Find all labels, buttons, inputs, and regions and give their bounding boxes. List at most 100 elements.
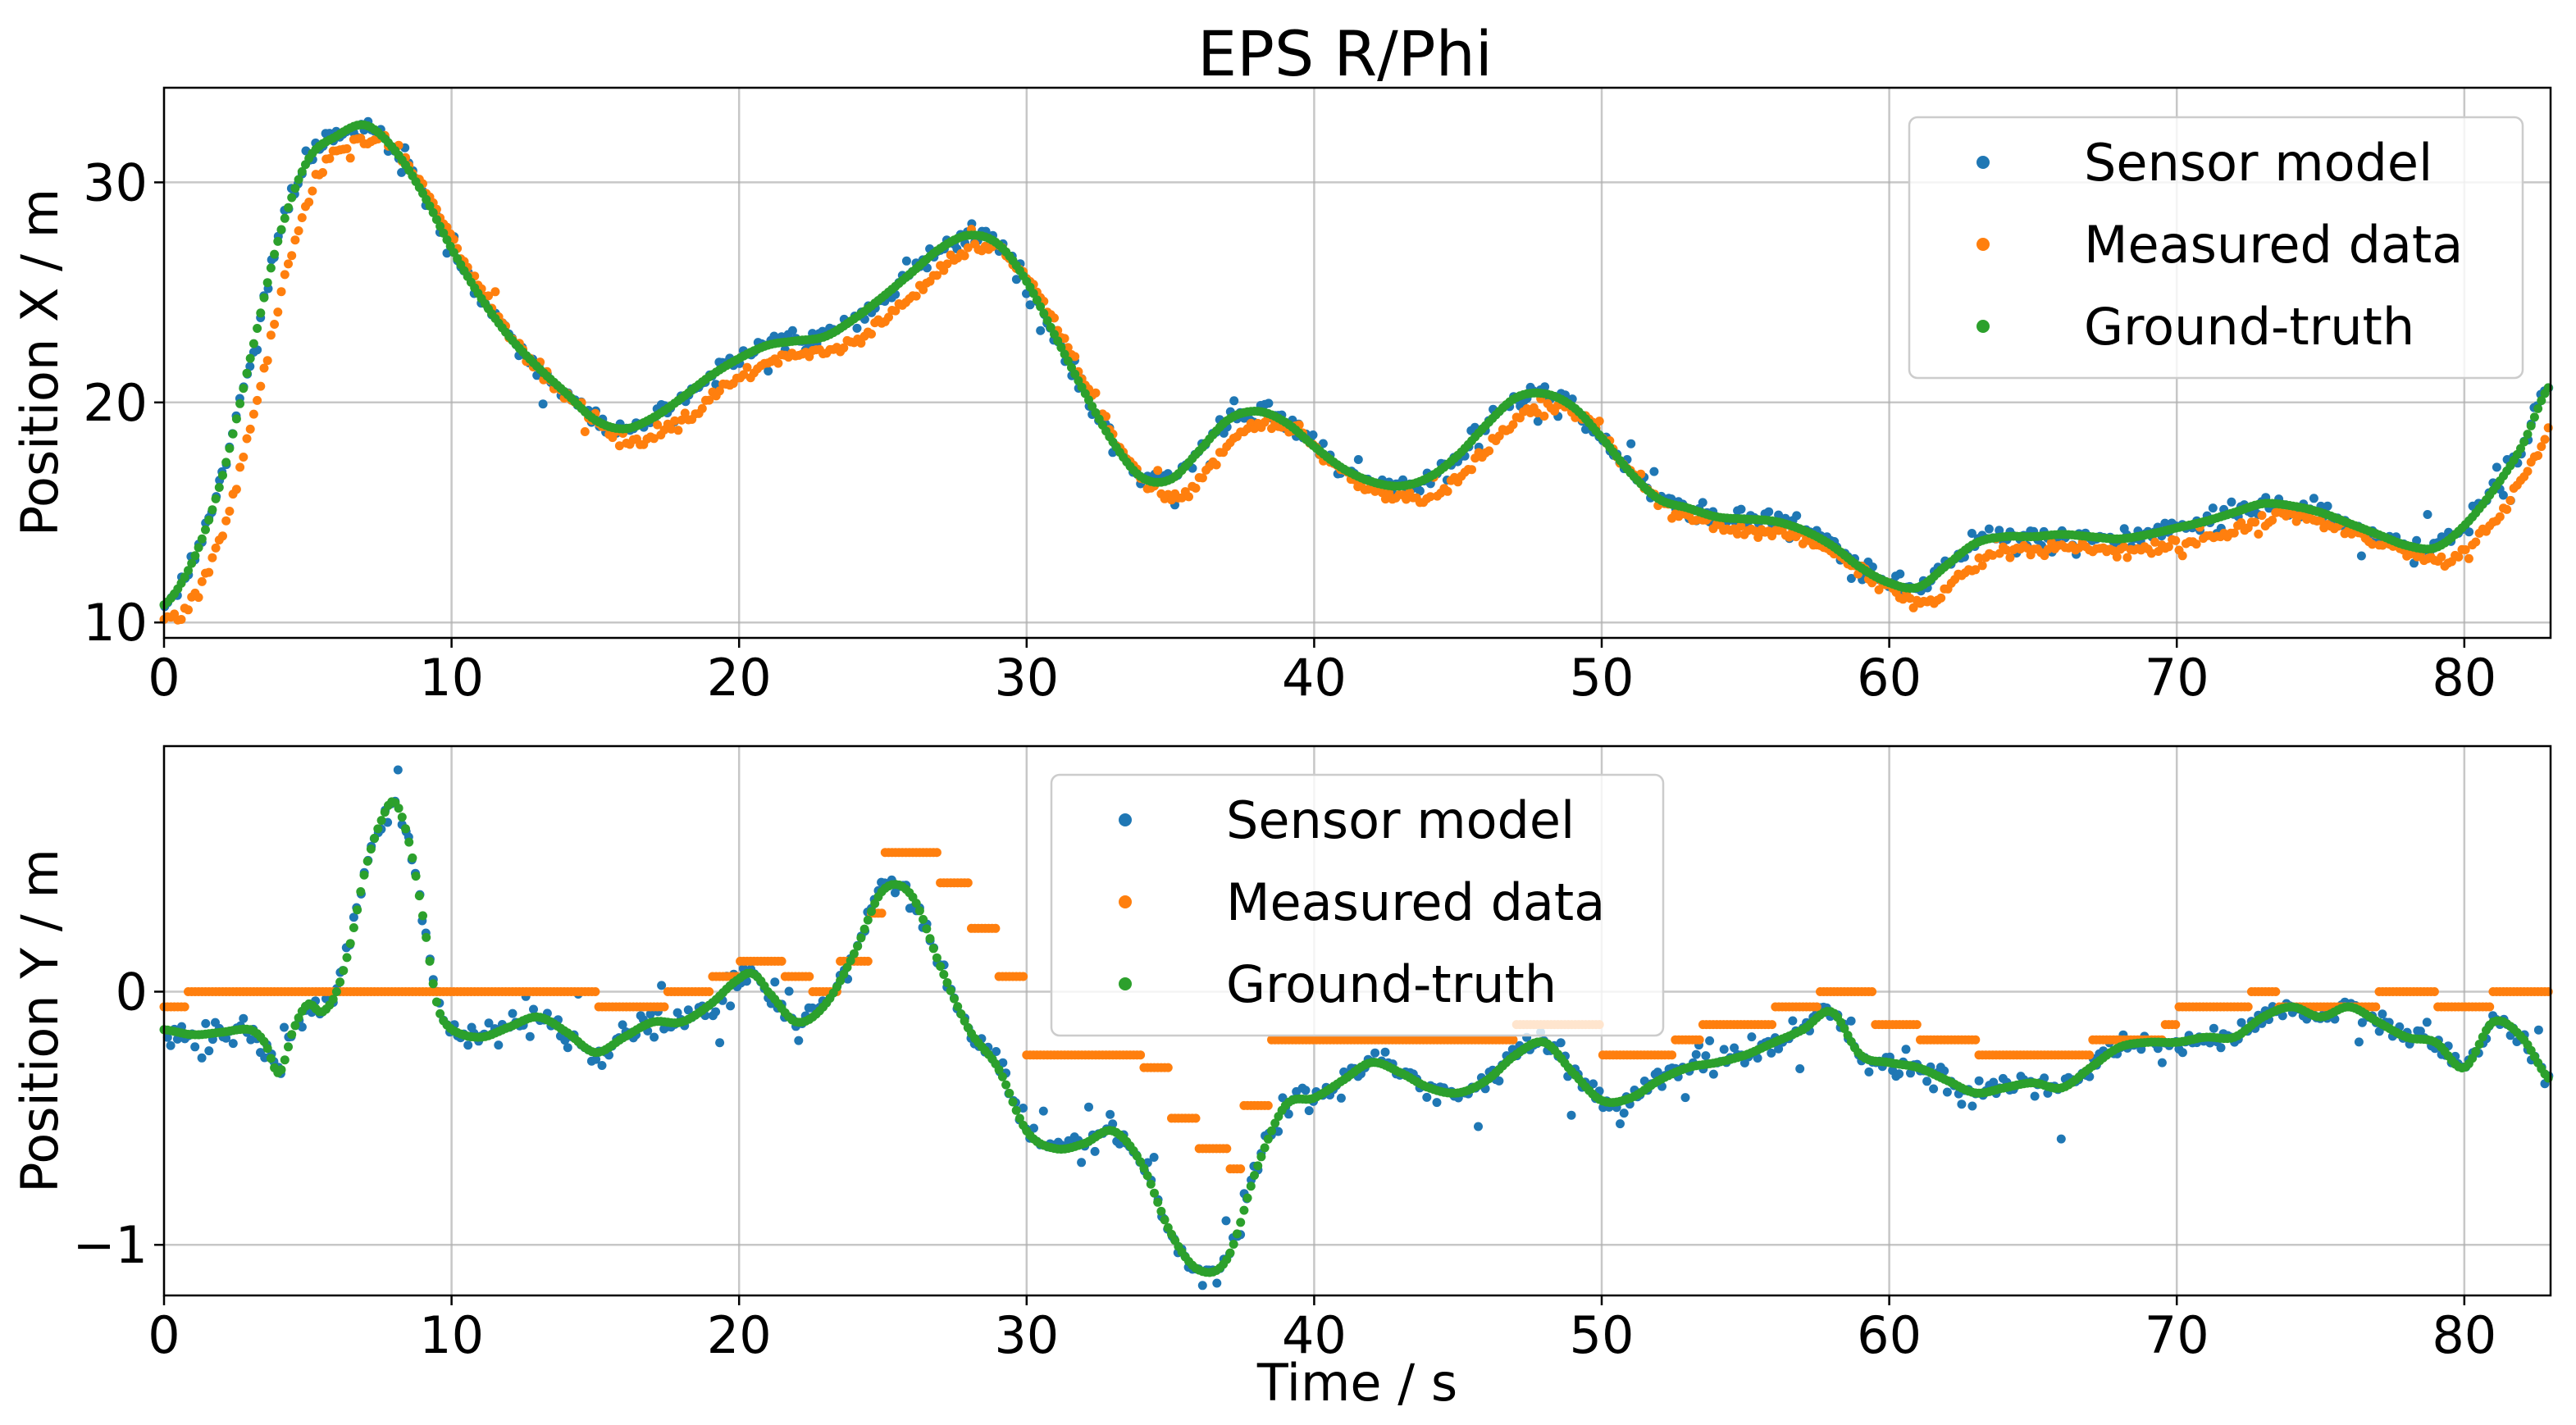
measured-data-point [777, 956, 786, 966]
ground-truth-point [2529, 412, 2539, 422]
ground-truth-point [328, 995, 338, 1004]
measured-data-point [773, 358, 783, 368]
measured-data-point [262, 356, 272, 366]
ground-truth-point [842, 963, 852, 972]
measured-data-point [2177, 551, 2187, 561]
sensor-model-point [1680, 1093, 1690, 1103]
measured-data-point [248, 409, 258, 419]
measured-data-point [1467, 465, 1476, 475]
measured-data-point [1936, 593, 1946, 603]
measured-data-point [863, 956, 873, 966]
axes-frame-x [162, 86, 2552, 640]
sensor-model-point [1736, 504, 1746, 514]
sensor-model-point [197, 1053, 207, 1063]
ground-truth-point [1063, 356, 1073, 366]
ground-truth-point [1053, 336, 1063, 346]
measured-data-point [1908, 603, 1918, 612]
sensor-model-point [1940, 1066, 1949, 1076]
ground-truth-point [1239, 1205, 1249, 1215]
measured-data-point [2454, 552, 2464, 562]
sensor-model-point [1090, 1146, 1100, 1156]
ground-truth-point [914, 906, 924, 916]
legend-marker-measured-data [1976, 238, 1990, 251]
measured-data-point [245, 424, 255, 434]
ground-truth-point [266, 263, 276, 273]
sensor-model-point [1753, 1054, 1762, 1063]
sensor-model-point [770, 977, 780, 987]
ground-truth-point [2468, 1054, 2478, 1063]
ground-truth-point [221, 458, 231, 467]
ground-truth-point [276, 225, 286, 234]
sensor-model-point [1474, 1122, 1483, 1131]
measured-data-point [225, 507, 235, 516]
legend-label-measured-data: Measured data [1226, 872, 1605, 932]
measured-data-point [1060, 334, 1069, 344]
y-tick-label: 20 [83, 373, 148, 433]
legend-marker-ground-truth [1119, 977, 1132, 990]
measured-data-point [739, 370, 749, 380]
x-tick-label: 60 [1857, 648, 1922, 708]
measured-data-point [1101, 412, 1111, 421]
sensor-model-point [297, 1022, 307, 1032]
ground-truth-point [1236, 1218, 1246, 1227]
ground-truth-point [231, 414, 241, 424]
sensor-model-point [245, 362, 255, 371]
measured-data-point [867, 329, 876, 339]
measured-data-point [1977, 561, 1987, 571]
sensor-model-point [563, 1043, 572, 1053]
x-tick-label: 0 [148, 1305, 180, 1365]
ground-truth-point [1156, 1206, 1166, 1216]
measured-data-point [653, 420, 663, 430]
x-tick-label: 40 [1282, 1305, 1347, 1365]
sensor-model-point [784, 986, 794, 996]
ground-truth-point [1056, 343, 1066, 353]
ground-truth-point [280, 213, 290, 223]
measured-data-point [2316, 516, 2325, 526]
ground-truth-point [207, 505, 217, 515]
sensor-model-point [1336, 1093, 1346, 1103]
sensor-model-point [2160, 518, 2170, 528]
measured-data-point [290, 235, 300, 245]
measured-data-point [2043, 544, 2053, 554]
measured-data-point [680, 408, 690, 418]
ground-truth-point [2523, 430, 2533, 439]
ground-truth-point [870, 899, 880, 908]
ground-truth-point [939, 970, 949, 979]
ground-truth-point [425, 956, 435, 966]
sensor-model-point [2422, 1018, 2432, 1027]
measured-data-point [1988, 550, 1998, 560]
x-tick-label: 70 [2145, 1305, 2209, 1365]
ground-truth-point [1163, 1222, 1173, 1232]
measured-data-point [1736, 521, 1746, 531]
sensor-model-point [204, 1046, 214, 1056]
y-axis-label-x: Position X / m [10, 189, 70, 536]
x-tick-label: 50 [1570, 1305, 1635, 1365]
sensor-model-point [1906, 1068, 1915, 1078]
sensor-model-point [2323, 501, 2332, 511]
ground-truth-point [211, 494, 221, 503]
sensor-model-point [1019, 1104, 1028, 1113]
y-tick-label: 30 [83, 153, 148, 212]
measured-data-point [839, 343, 849, 353]
ground-truth-point [849, 949, 859, 958]
measured-data-point [2243, 1002, 2253, 1012]
measured-data-point [2022, 544, 2032, 553]
ground-truth-point [339, 966, 349, 976]
sensor-model-point [1422, 1092, 1432, 1102]
measured-data-point [2002, 545, 2012, 555]
sensor-model-point [1011, 275, 1021, 285]
ground-truth-point [349, 923, 358, 932]
measured-data-point [942, 259, 952, 269]
ground-truth-point [262, 278, 272, 288]
measured-data-point [919, 285, 928, 294]
ground-truth-point [928, 944, 938, 954]
measured-data-point [1867, 987, 1877, 996]
sensor-model-point [764, 366, 773, 376]
measured-data-point [345, 153, 355, 163]
measured-data-point [294, 226, 303, 235]
measured-data-point [1019, 972, 1028, 981]
measured-data-point [2257, 511, 2267, 521]
ground-truth-point [1005, 1088, 1014, 1098]
sensor-model-point [2236, 1018, 2246, 1027]
sensor-model-point [2056, 1134, 2066, 1144]
